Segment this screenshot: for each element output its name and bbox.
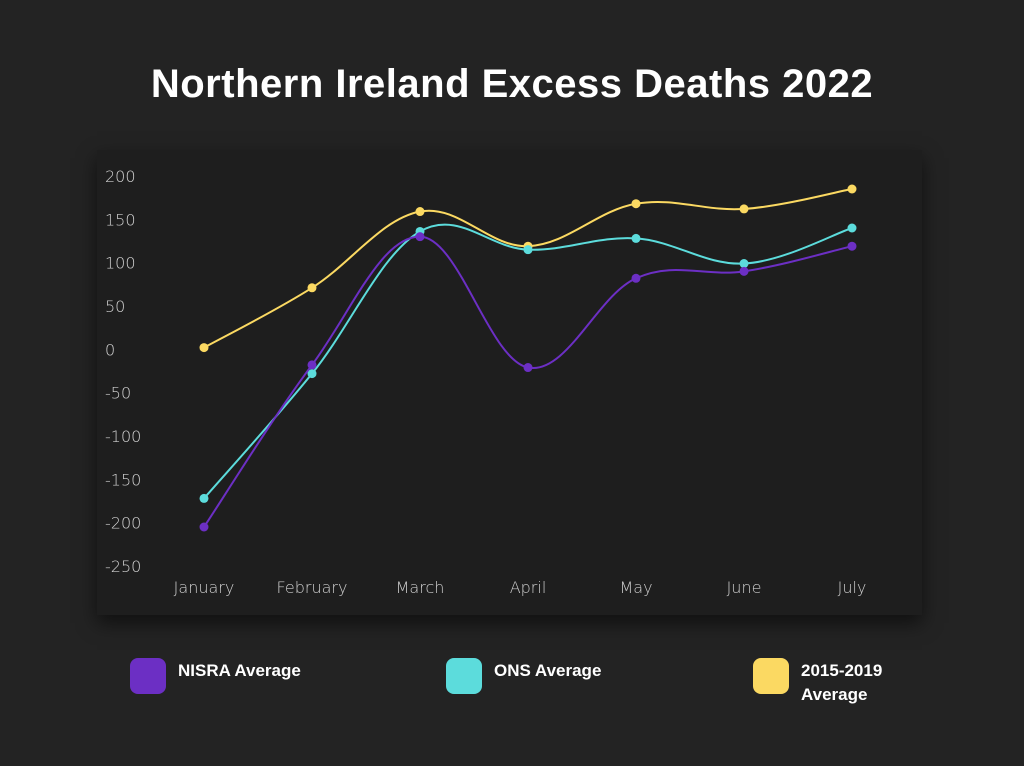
y-tick-label: -50 [105,384,131,403]
legend-swatch-nisra [130,658,166,694]
legend-item-ons: ONS Average [446,655,601,694]
series-nisra-average [199,232,857,532]
y-tick-label: -200 [105,514,141,533]
y-tick-label: 0 [105,340,115,359]
legend: NISRA Average ONS Average 2015-2019 Aver… [0,655,1024,715]
legend-swatch-2015-2019 [753,658,789,694]
x-tick-label: June [727,578,762,597]
y-axis: 200 150 100 50 0 -50 -100 -150 -200 -250 [105,167,141,576]
series-line-ons-average [203,223,853,500]
data-point-nisra-average [307,360,317,370]
series-line-2015-2019-average [203,188,853,349]
legend-label-ons: ONS Average [494,661,602,680]
y-tick-label: 50 [105,297,125,316]
x-axis: January February March April May June July [174,578,867,597]
legend-swatch-ons [446,658,482,694]
data-point-nisra-average [415,232,425,242]
x-tick-label: January [174,578,235,597]
data-point-2015-2019-average [415,207,425,217]
data-point-ons-average [199,493,209,503]
series-line-nisra-average [203,235,853,528]
x-tick-label: March [396,578,445,597]
x-tick-label: April [510,578,547,597]
series-ons-average [199,223,857,503]
data-point-nisra-average [523,363,533,373]
chart-card: 200 150 100 50 0 -50 -100 -150 -200 -250 January Fe… [97,150,922,615]
legend-item-2015-2019: 2015-2019 Average [753,655,901,707]
y-tick-label: -100 [105,427,141,446]
data-point-nisra-average [199,522,209,532]
legend-item-nisra: NISRA Average [130,655,301,694]
data-point-2015-2019-average [631,199,641,209]
chart-title: Northern Ireland Excess Deaths 2022 [150,62,874,106]
data-point-nisra-average [739,266,749,276]
legend-label-2015-2019: 2015-2019 Average [801,661,883,704]
data-point-2015-2019-average [199,343,209,353]
data-point-ons-average [631,233,641,243]
y-tick-label: 100 [105,254,136,273]
x-tick-label: July [838,578,867,597]
legend-label-nisra: NISRA Average [178,661,301,680]
data-point-2015-2019-average [739,204,749,214]
data-point-ons-average [523,245,533,255]
data-point-2015-2019-average [847,184,857,194]
y-tick-label: 150 [105,210,136,229]
x-tick-label: February [277,578,348,597]
x-tick-label: May [619,578,652,597]
data-point-nisra-average [631,273,641,283]
line-chart: 200 150 100 50 0 -50 -100 -150 -200 -250 January Fe… [105,167,867,597]
data-point-ons-average [847,223,857,233]
y-tick-label: -250 [105,557,141,576]
data-point-nisra-average [847,241,857,251]
y-tick-label: -150 [105,470,141,489]
data-point-ons-average [739,259,749,269]
data-point-2015-2019-average [307,283,317,293]
data-point-ons-average [307,369,317,379]
y-tick-label: 200 [105,167,136,186]
